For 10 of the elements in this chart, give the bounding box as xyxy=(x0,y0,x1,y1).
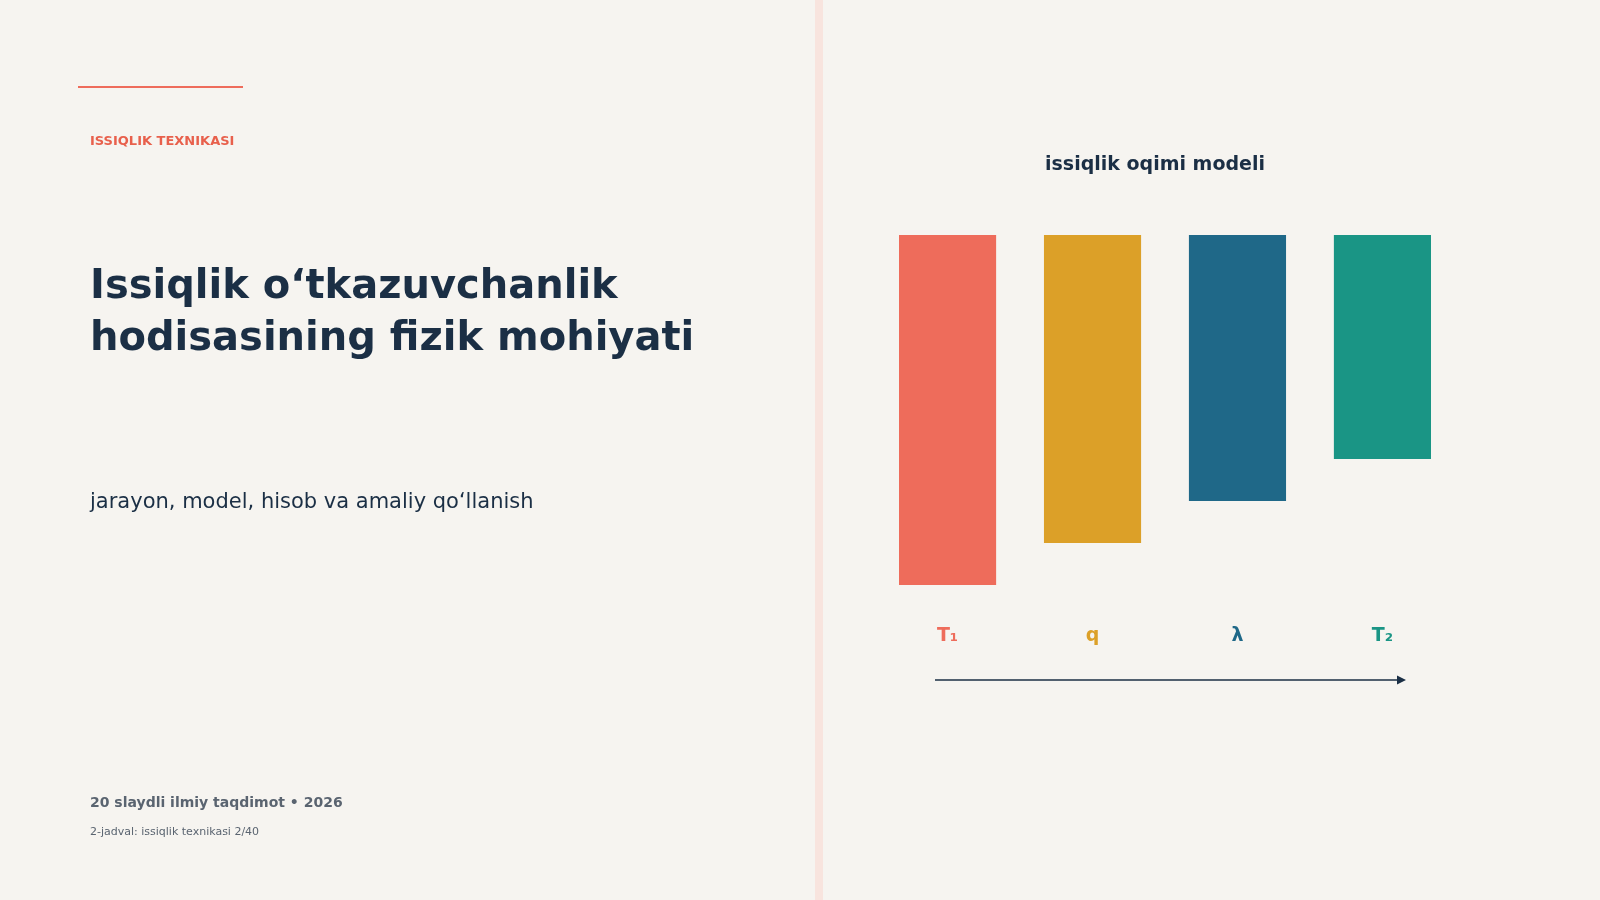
x-tick-label: T₁ xyxy=(936,623,959,645)
text: Issiqlik o‘tkazuvchanlik hodisasining fizik mohiyati xyxy=(90,261,695,359)
x-tick-label: q xyxy=(1085,623,1100,645)
text: jarayon, model, hisob va amaliy qo‘llanish xyxy=(89,489,534,513)
x-tick-label: λ xyxy=(1231,623,1244,645)
text: 20 slaydli ilmiy taqdimot • 2026 xyxy=(90,794,343,810)
chart-title: issiqlik oqimi modeli xyxy=(1045,152,1265,174)
text: 2-jadval: issiqlik texnikasi 2/40 xyxy=(90,825,260,838)
x-tick-label: T₂ xyxy=(1371,623,1394,645)
text: ISSIQLIK TEXNIKASI xyxy=(90,133,235,148)
